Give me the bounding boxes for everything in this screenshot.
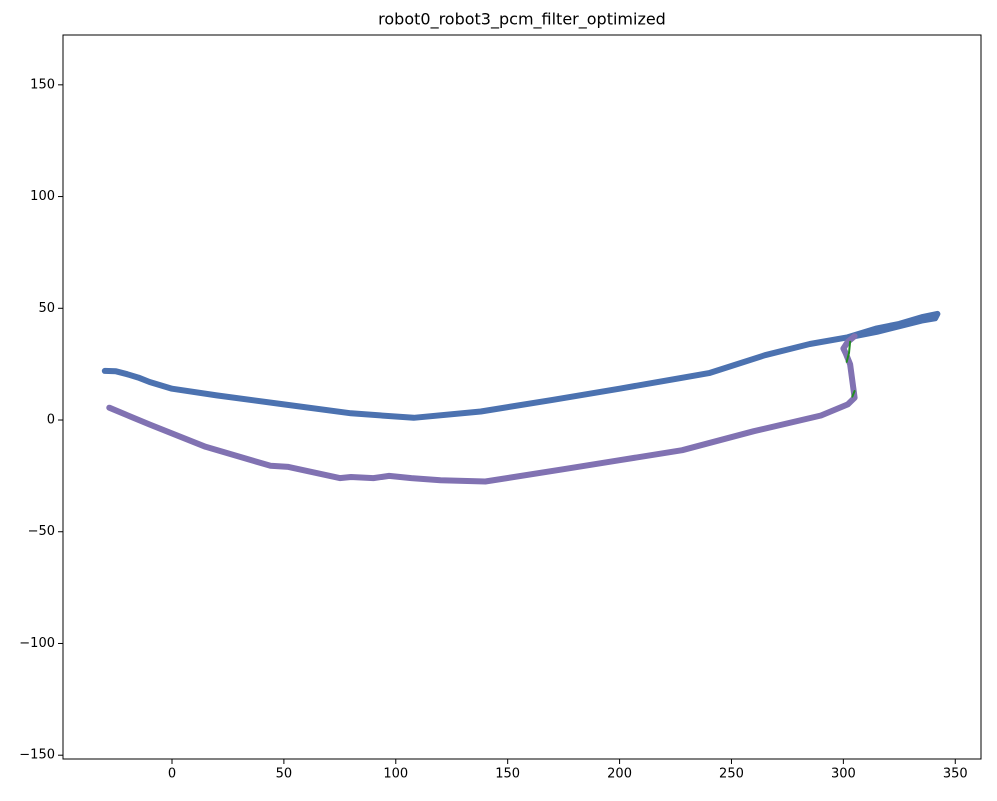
y-tick-label: −50 xyxy=(28,524,55,539)
x-tick-label: 250 xyxy=(719,767,744,782)
plot-frame xyxy=(62,34,982,760)
x-tick-label: 300 xyxy=(831,767,856,782)
x-tick-label: 50 xyxy=(276,767,293,782)
x-tick-label: 200 xyxy=(607,767,632,782)
y-tick-label: 50 xyxy=(38,301,55,316)
x-tick-label: 350 xyxy=(943,767,968,782)
trajectory-line xyxy=(101,310,941,421)
x-tick-label: 0 xyxy=(168,767,176,782)
y-tick-label: −150 xyxy=(19,748,55,763)
chart-title: robot0_robot3_pcm_filter_optimized xyxy=(378,10,666,30)
y-tick-label: 0 xyxy=(47,413,55,428)
x-tick-label: 150 xyxy=(495,767,520,782)
y-tick-label: −100 xyxy=(19,636,55,651)
y-tick-label: 100 xyxy=(30,189,55,204)
trajectory-line xyxy=(106,333,858,485)
trajectory-line xyxy=(845,340,856,398)
y-tick-label: 150 xyxy=(30,77,55,92)
x-tick-label: 100 xyxy=(383,767,408,782)
